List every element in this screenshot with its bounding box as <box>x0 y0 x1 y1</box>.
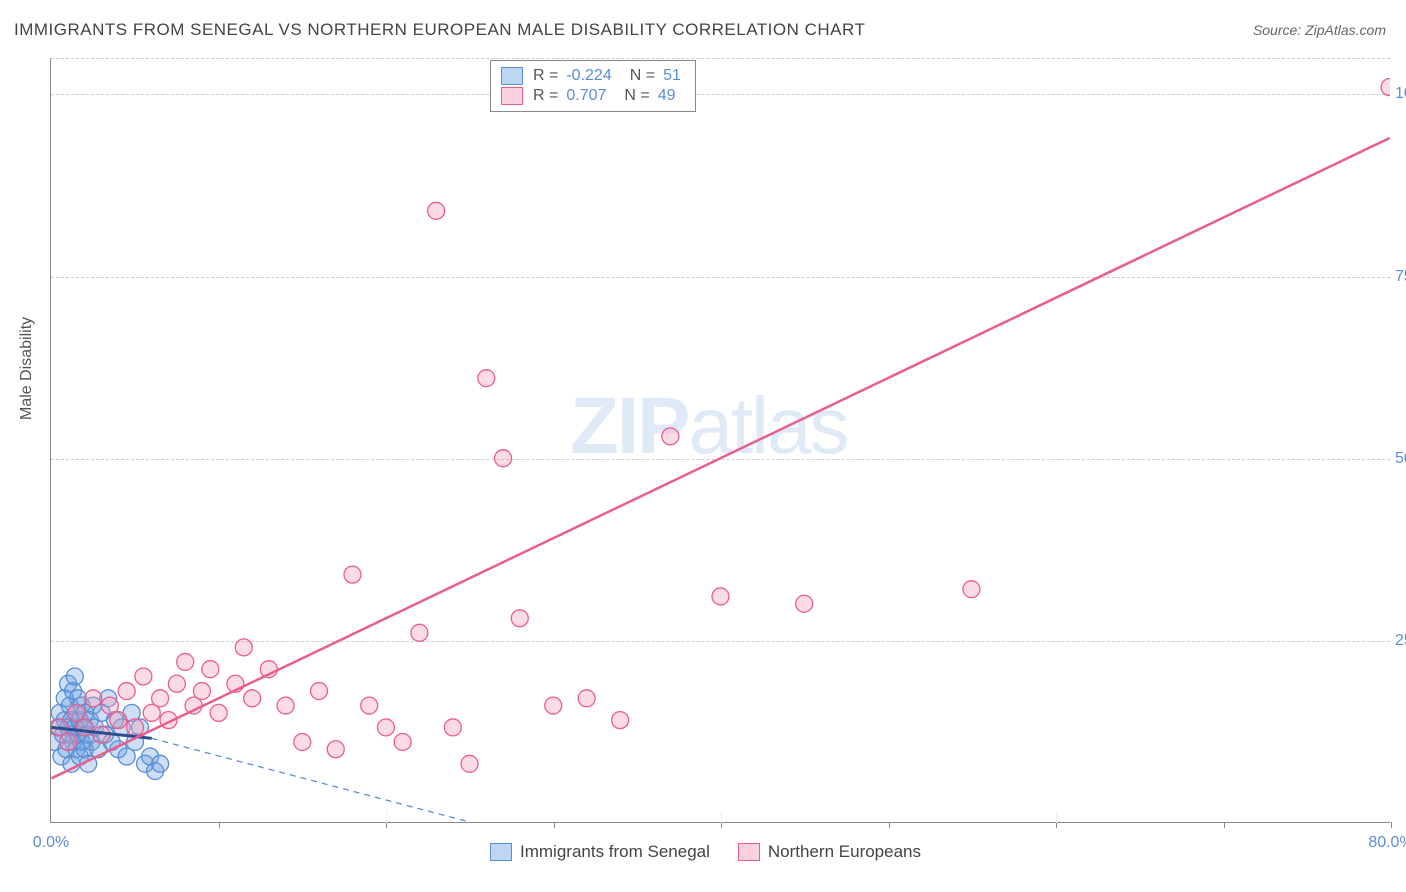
data-point <box>444 719 461 736</box>
legend-swatch <box>490 843 512 861</box>
legend-stats-row: R = 0.707 N = 49 <box>501 87 685 105</box>
data-point <box>394 733 411 750</box>
data-point <box>1381 79 1390 96</box>
data-point <box>478 370 495 387</box>
x-tick-mark <box>554 822 555 828</box>
chart-title: IMMIGRANTS FROM SENEGAL VS NORTHERN EURO… <box>14 20 865 40</box>
data-point <box>127 719 144 736</box>
y-axis-label: Male Disability <box>18 317 36 420</box>
legend-n-value: 49 <box>658 87 676 105</box>
data-point <box>76 719 93 736</box>
legend-swatch <box>501 67 523 85</box>
trend-line <box>51 138 1389 778</box>
data-point <box>411 624 428 641</box>
data-point <box>311 683 328 700</box>
y-tick-label: 25.0% <box>1395 632 1406 650</box>
legend-n-label: N = <box>624 87 649 105</box>
legend-r-label: R = <box>533 87 558 105</box>
legend-n-value: 51 <box>663 67 681 85</box>
chart-area: 25.0%50.0%75.0%100.0%0.0%80.0% <box>50 58 1390 823</box>
legend-series: Immigrants from Senegal Northern European… <box>490 842 921 862</box>
data-point <box>210 704 227 721</box>
data-point <box>118 683 135 700</box>
data-point <box>193 683 210 700</box>
data-point <box>578 690 595 707</box>
y-tick-label: 75.0% <box>1395 268 1406 286</box>
x-tick-mark <box>889 822 890 828</box>
data-point <box>361 697 378 714</box>
data-point <box>152 690 169 707</box>
x-tick-mark <box>1224 822 1225 828</box>
data-point <box>235 639 252 656</box>
data-point <box>662 428 679 445</box>
data-point <box>177 653 194 670</box>
legend-stats-row: R = -0.224 N = 51 <box>501 67 685 85</box>
x-tick-label: 0.0% <box>33 834 69 852</box>
data-point <box>495 450 512 467</box>
data-point <box>327 741 344 758</box>
data-point <box>796 595 813 612</box>
x-tick-mark <box>219 822 220 828</box>
source-label: Source: ZipAtlas.com <box>1253 22 1386 38</box>
legend-swatch <box>738 843 760 861</box>
data-point <box>545 697 562 714</box>
data-point <box>202 661 219 678</box>
data-point <box>712 588 729 605</box>
scatter-plot-svg <box>51 58 1390 822</box>
data-point <box>244 690 261 707</box>
data-point <box>963 581 980 598</box>
data-point <box>66 668 83 685</box>
data-point <box>60 733 77 750</box>
data-point <box>377 719 394 736</box>
legend-r-value: 0.707 <box>566 87 606 105</box>
data-point <box>511 610 528 627</box>
legend-n-label: N = <box>630 67 655 85</box>
legend-series-label: Northern Europeans <box>768 842 921 862</box>
data-point <box>135 668 152 685</box>
legend-swatch <box>501 87 523 105</box>
data-point <box>294 733 311 750</box>
y-tick-label: 100.0% <box>1395 85 1406 103</box>
legend-series-item: Northern Europeans <box>738 842 921 862</box>
data-point <box>277 697 294 714</box>
legend-stats: R =-0.224N =51R =0.707N =49 <box>490 60 696 112</box>
data-point <box>110 712 127 729</box>
y-tick-label: 50.0% <box>1395 450 1406 468</box>
data-point <box>85 690 102 707</box>
data-point <box>152 755 169 772</box>
legend-r-label: R = <box>533 67 558 85</box>
legend-r-value: -0.224 <box>566 67 611 85</box>
legend-series-label: Immigrants from Senegal <box>520 842 710 862</box>
legend-series-item: Immigrants from Senegal <box>490 842 710 862</box>
data-point <box>168 675 185 692</box>
data-point <box>344 566 361 583</box>
x-tick-mark <box>1391 822 1392 828</box>
x-tick-label: 80.0% <box>1368 834 1406 852</box>
data-point <box>428 202 445 219</box>
data-point <box>461 755 478 772</box>
data-point <box>612 712 629 729</box>
trend-line-dashed <box>152 738 470 822</box>
